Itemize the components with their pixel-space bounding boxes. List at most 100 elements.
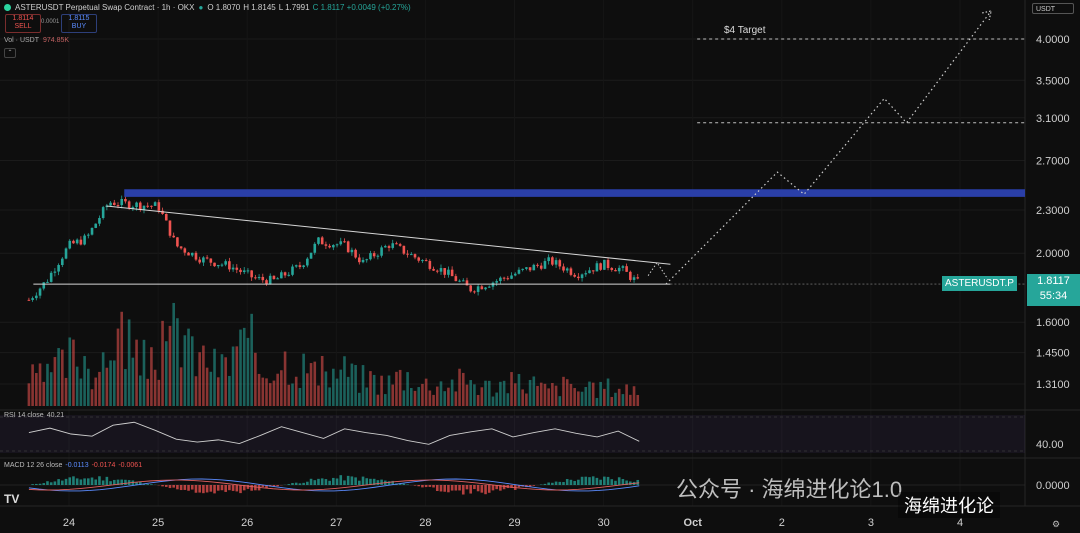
macd-histogram-bar bbox=[543, 483, 547, 485]
candle-body bbox=[87, 234, 90, 236]
candle-body bbox=[525, 267, 528, 269]
candle-body bbox=[157, 202, 161, 211]
volume-bar bbox=[224, 357, 227, 406]
macd-histogram-bar bbox=[510, 485, 513, 488]
macd-histogram-bar bbox=[101, 480, 105, 485]
macd-histogram-bar bbox=[428, 485, 432, 487]
macd-histogram-bar bbox=[398, 483, 402, 485]
sell-button[interactable]: 1.8114 SELL bbox=[5, 14, 41, 33]
y-tick-label: 1.4500 bbox=[1036, 348, 1070, 360]
y-tick-label: 2.0000 bbox=[1036, 248, 1070, 260]
candle-body bbox=[280, 272, 283, 279]
candle-body bbox=[324, 244, 328, 246]
macd-histogram-bar bbox=[447, 485, 450, 493]
volume-bar bbox=[376, 394, 380, 406]
last-price-box: 1.8117 55:34 bbox=[1027, 274, 1080, 306]
candle-body bbox=[565, 268, 569, 271]
volume-bar bbox=[153, 369, 157, 406]
macd-histogram-bar bbox=[332, 477, 335, 485]
volume-bar bbox=[280, 370, 283, 406]
volume-bar bbox=[584, 386, 588, 406]
candle-body bbox=[332, 245, 335, 248]
volume-bar bbox=[346, 376, 350, 406]
macd-histogram-bar bbox=[469, 485, 472, 494]
volume-bar bbox=[595, 397, 599, 406]
volume-bar bbox=[64, 377, 68, 406]
macd-histogram-bar bbox=[317, 478, 320, 485]
macd-histogram-bar bbox=[528, 485, 532, 487]
settings-gear-icon[interactable]: ⚙ bbox=[1052, 519, 1061, 529]
candle-body bbox=[198, 259, 201, 263]
volume-bar bbox=[354, 365, 357, 406]
candle-body bbox=[250, 270, 253, 278]
macd-histogram-bar bbox=[417, 485, 421, 487]
macd-histogram-bar bbox=[161, 485, 164, 487]
volume-bar bbox=[476, 394, 480, 406]
macd-histogram-bar bbox=[313, 480, 317, 485]
macd-histogram-bar bbox=[439, 485, 443, 492]
volume-bar bbox=[172, 302, 175, 406]
macd-histogram-bar bbox=[387, 481, 391, 485]
macd-histogram-bar bbox=[421, 485, 424, 488]
candle-body bbox=[614, 270, 617, 272]
volume-bar bbox=[543, 383, 547, 406]
candle-body bbox=[183, 248, 187, 253]
macd-histogram-bar bbox=[636, 479, 640, 485]
candle-body bbox=[138, 202, 142, 210]
volume-bar bbox=[202, 345, 205, 406]
macd-histogram-bar bbox=[254, 485, 257, 491]
candle-body bbox=[495, 281, 498, 283]
candle-body bbox=[27, 299, 31, 301]
volume-bar bbox=[49, 372, 53, 406]
candle-body bbox=[513, 273, 517, 276]
candle-body bbox=[164, 213, 168, 221]
candle-body bbox=[150, 205, 153, 207]
macd-histogram-bar bbox=[53, 481, 57, 485]
tradingview-logo-icon[interactable]: TV bbox=[4, 492, 20, 506]
x-tick-label: 25 bbox=[152, 517, 164, 529]
candle-body bbox=[424, 260, 428, 262]
volume-bar bbox=[447, 387, 450, 406]
candle-body bbox=[480, 286, 484, 290]
candle-body bbox=[636, 277, 640, 279]
candle-body bbox=[458, 280, 461, 282]
volume-bar bbox=[539, 382, 543, 406]
macd-histogram-bar bbox=[306, 481, 309, 485]
volume-bar bbox=[380, 375, 383, 406]
macd-histogram-bar bbox=[432, 485, 435, 488]
volume-bar bbox=[220, 354, 224, 406]
volume-bar bbox=[205, 367, 209, 406]
candle-body bbox=[231, 267, 235, 270]
macd-histogram-bar bbox=[625, 480, 628, 485]
volume-bar bbox=[109, 360, 112, 406]
candle-body bbox=[461, 280, 465, 282]
candle-body bbox=[354, 249, 357, 258]
macd-histogram-bar bbox=[343, 480, 346, 485]
volume-bar bbox=[138, 375, 142, 406]
macd-histogram-bar bbox=[350, 476, 354, 485]
candle-body bbox=[606, 259, 610, 268]
volume-bar bbox=[569, 383, 573, 406]
currency-select[interactable]: USDT bbox=[1032, 3, 1074, 14]
macd-histogram-bar bbox=[591, 476, 595, 485]
spread-value: 0.0001 bbox=[41, 19, 60, 25]
candle-body bbox=[521, 268, 524, 270]
macd-histogram-bar bbox=[187, 485, 190, 491]
volume-bar bbox=[328, 387, 331, 406]
volume-bar bbox=[46, 363, 49, 406]
x-tick-label: 30 bbox=[597, 517, 609, 529]
ticker-tag: ASTERUSDT.P bbox=[942, 276, 1017, 291]
volume-bar bbox=[287, 384, 291, 406]
macd-histogram-bar bbox=[424, 485, 428, 488]
volume-bar bbox=[61, 349, 64, 406]
candle-body bbox=[447, 269, 450, 275]
candle-body bbox=[272, 275, 276, 280]
buy-button[interactable]: 1.8115 BUY bbox=[61, 14, 97, 33]
macd-histogram-bar bbox=[146, 484, 150, 485]
macd-histogram-bar bbox=[231, 485, 235, 491]
volume-bar bbox=[384, 394, 387, 406]
candle-body bbox=[510, 275, 513, 279]
collapse-chevron-icon[interactable]: ⌃ bbox=[4, 48, 16, 58]
candle-body bbox=[101, 207, 105, 219]
